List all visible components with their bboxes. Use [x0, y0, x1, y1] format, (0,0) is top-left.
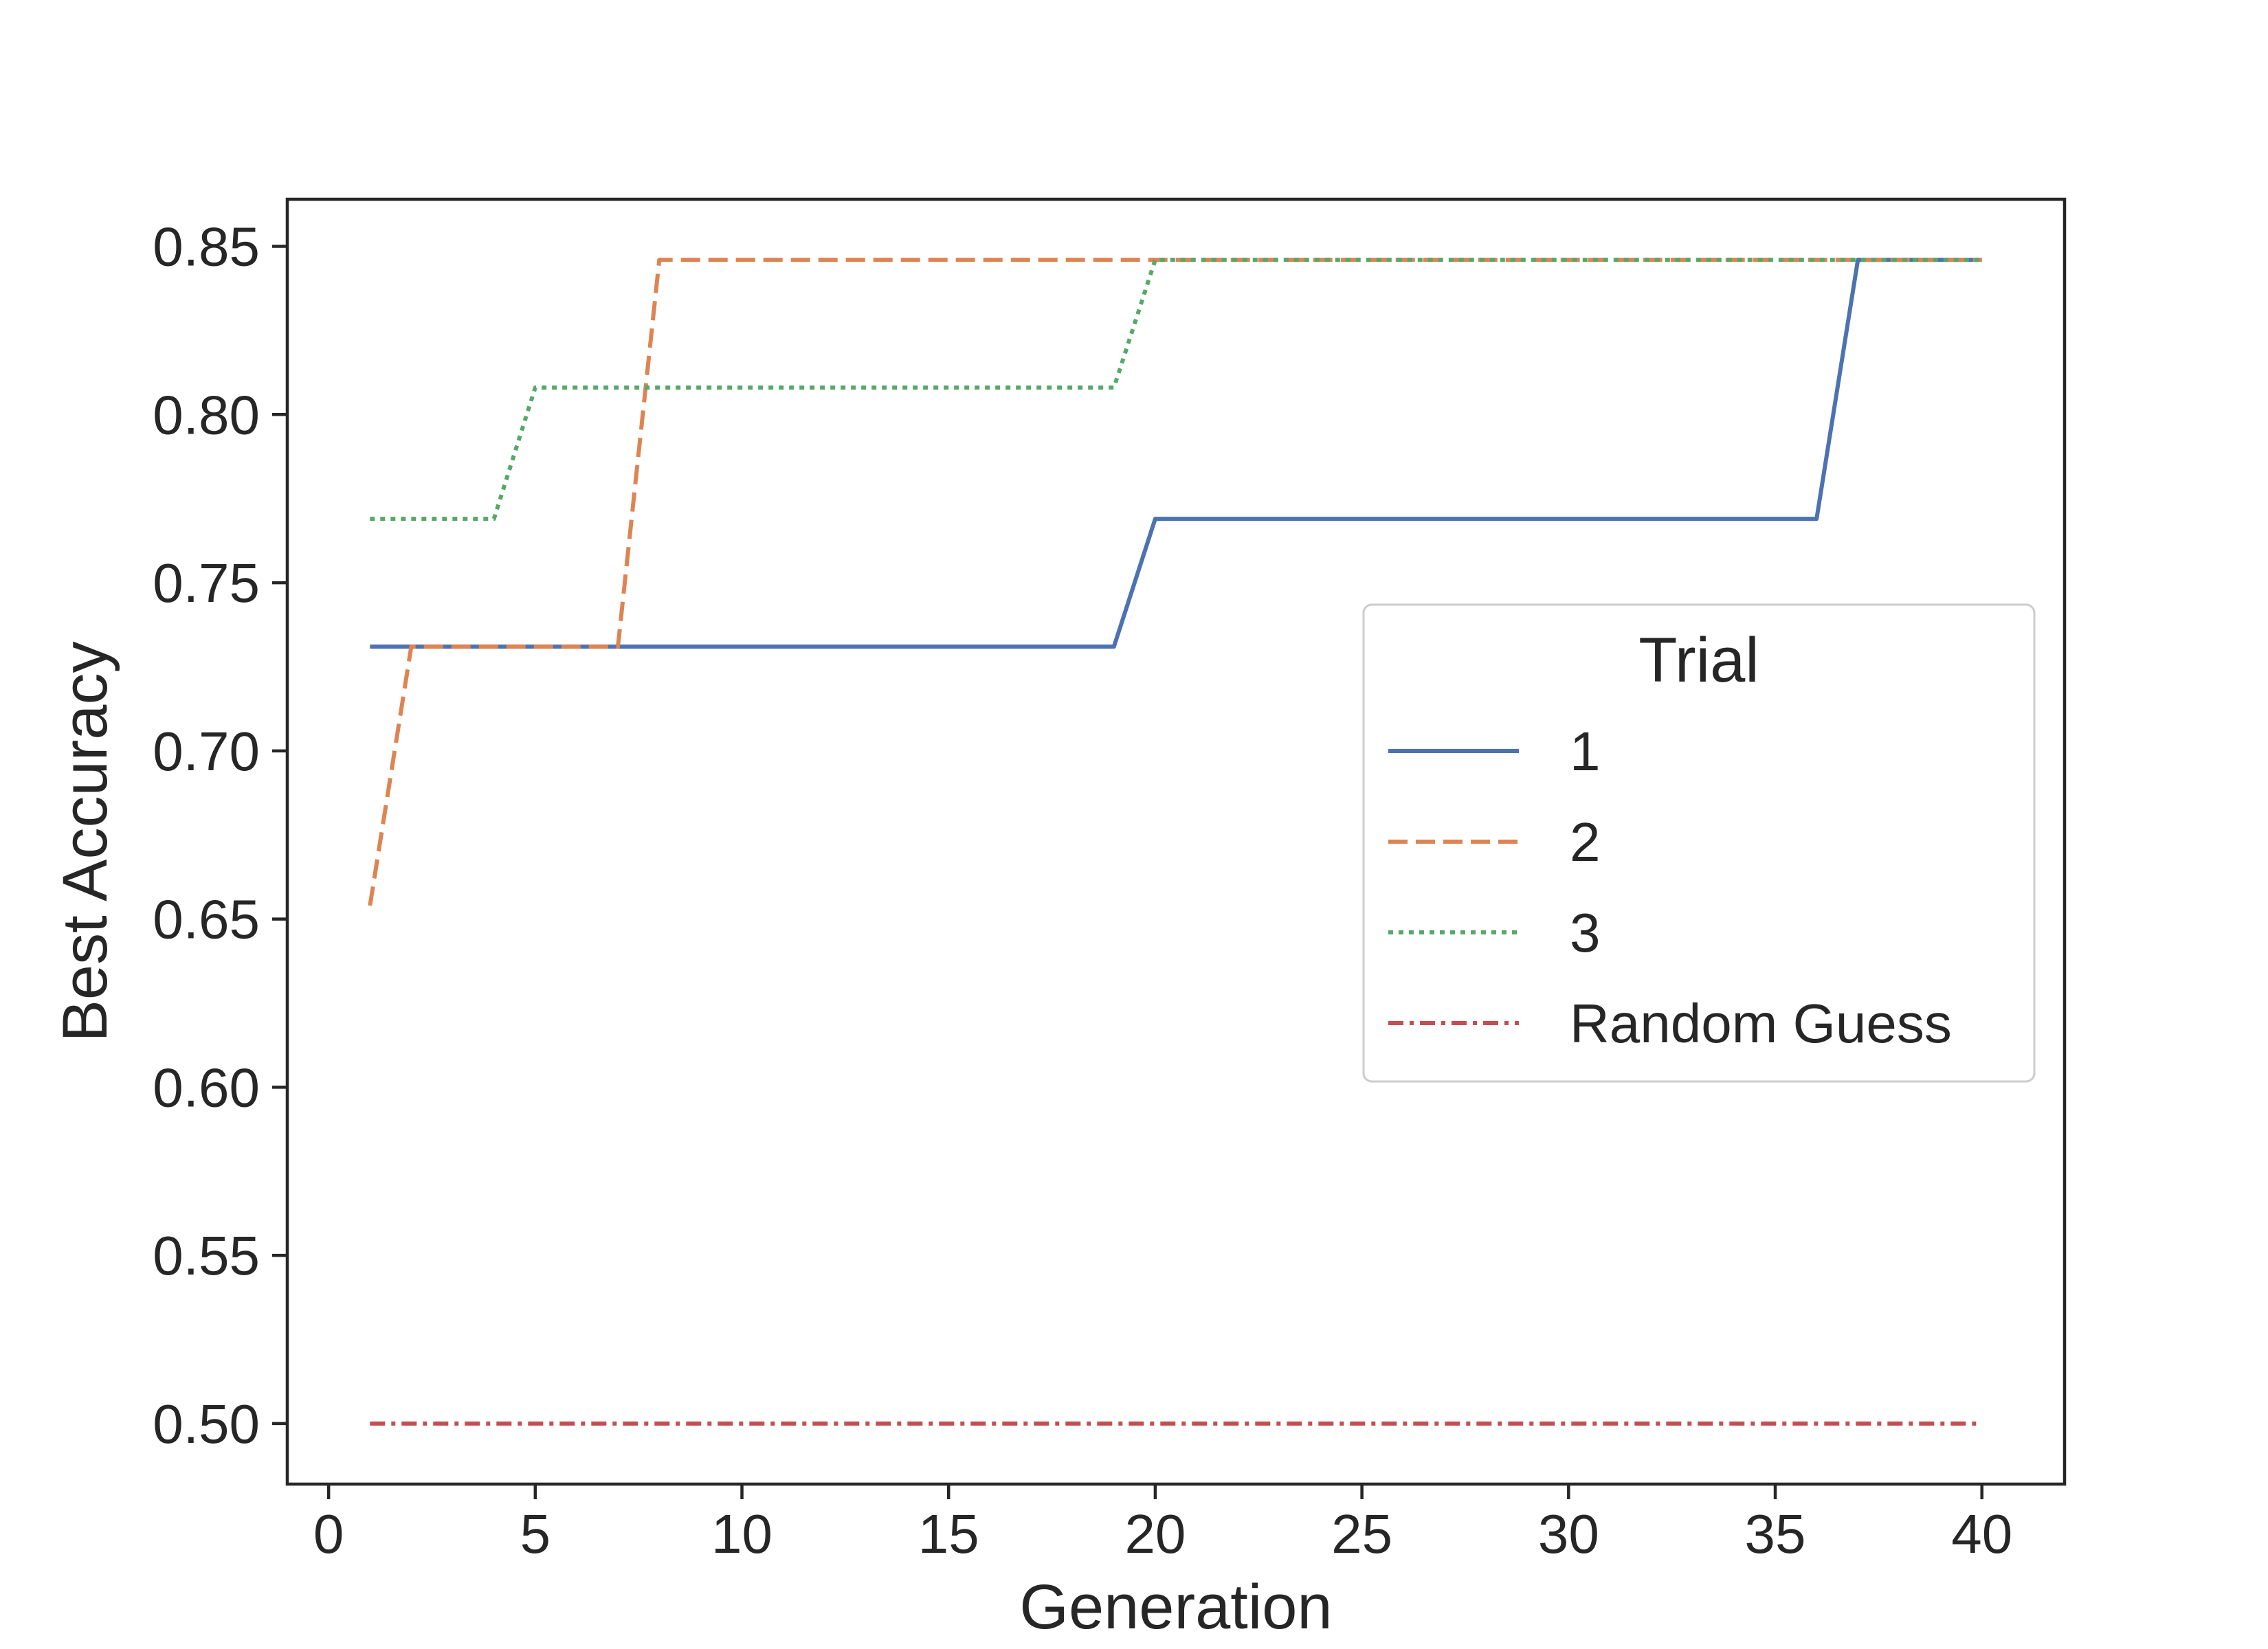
y-tick-label: 0.55: [153, 1225, 260, 1286]
plot-area-frame: [285, 197, 2067, 1486]
legend-label-4: Random Guess: [1570, 993, 1952, 1054]
x-tick-label: 30: [1538, 1503, 1599, 1564]
series-line-3: [370, 258, 1982, 521]
x-tick-label: 15: [918, 1503, 979, 1564]
legend: Trial 1 2 3 Random Guess: [1362, 603, 2036, 1083]
legend-label-3: 3: [1570, 902, 1601, 963]
x-tick-label: 25: [1331, 1503, 1392, 1564]
x-axis-label: Generation: [1019, 1572, 1332, 1642]
x-tick-label: 40: [1951, 1503, 2012, 1564]
x-tick-label: 20: [1124, 1503, 1186, 1564]
ticks-layer: 0 5 10 15 20 25 30 35 40 0.50 0.55 0.60 0.65 0.70 0.75…: [153, 216, 2012, 1564]
series-line-1: [370, 258, 1982, 649]
legend-title: Trial: [1638, 625, 1759, 695]
y-tick-label: 0.85: [153, 216, 260, 278]
x-tick-label: 5: [520, 1503, 551, 1564]
x-tick-label: 35: [1745, 1503, 1806, 1564]
y-tick-label: 0.80: [153, 384, 260, 445]
x-tick-label: 0: [313, 1503, 344, 1564]
y-tick-label: 0.75: [153, 552, 260, 614]
y-tick-label: 0.60: [153, 1057, 260, 1118]
x-tick-label: 10: [711, 1503, 772, 1564]
y-tick-label: 0.65: [153, 889, 260, 950]
series-layer: [368, 258, 1982, 1426]
y-axis-label: Best Accuracy: [50, 642, 120, 1042]
legend-label-2: 2: [1570, 811, 1601, 873]
legend-box: [1362, 603, 2036, 1083]
legend-label-1: 1: [1570, 721, 1601, 782]
y-tick-label: 0.70: [153, 721, 260, 782]
series-line-2: [368, 258, 1982, 906]
y-tick-label: 0.50: [153, 1393, 260, 1455]
